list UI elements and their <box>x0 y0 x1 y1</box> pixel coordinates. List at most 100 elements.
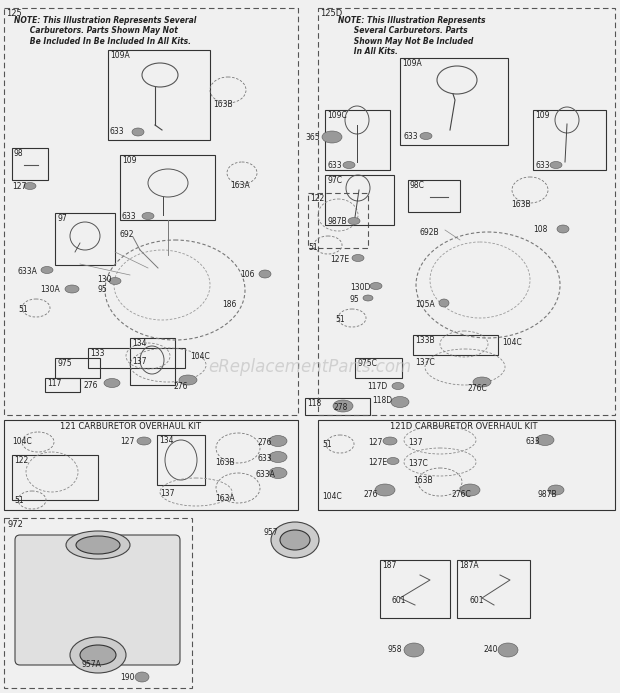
Bar <box>4 8 298 415</box>
Ellipse shape <box>41 267 53 274</box>
Text: 958: 958 <box>388 645 402 654</box>
Text: 163A: 163A <box>215 494 235 503</box>
Text: 278: 278 <box>333 403 347 412</box>
Ellipse shape <box>352 254 364 261</box>
Ellipse shape <box>343 161 355 168</box>
Text: 240: 240 <box>483 645 497 654</box>
Ellipse shape <box>383 437 397 445</box>
Text: 163B: 163B <box>511 200 531 209</box>
Text: 163B: 163B <box>413 476 433 485</box>
Text: 127: 127 <box>12 182 27 191</box>
Text: 972: 972 <box>7 520 23 529</box>
Text: 104C: 104C <box>322 492 342 501</box>
Text: 633: 633 <box>535 161 549 170</box>
Ellipse shape <box>109 277 121 285</box>
Ellipse shape <box>387 457 399 464</box>
Ellipse shape <box>550 161 562 168</box>
Ellipse shape <box>259 270 271 278</box>
Text: 134: 134 <box>159 436 174 445</box>
Bar <box>4 518 192 688</box>
Ellipse shape <box>269 468 287 478</box>
Text: 108: 108 <box>533 225 547 234</box>
Bar <box>457 560 530 618</box>
Bar <box>355 358 402 378</box>
Text: 957: 957 <box>263 528 278 537</box>
Text: 121 CARBURETOR OVERHAUL KIT: 121 CARBURETOR OVERHAUL KIT <box>60 422 201 431</box>
Text: 121D CARBURETOR OVERHAUL KIT: 121D CARBURETOR OVERHAUL KIT <box>390 422 538 431</box>
Text: 601: 601 <box>392 596 407 605</box>
Text: 987B: 987B <box>327 217 347 226</box>
Text: 122: 122 <box>310 194 324 203</box>
Ellipse shape <box>333 400 353 412</box>
Text: 692B: 692B <box>420 228 440 237</box>
Text: 975C: 975C <box>357 359 377 368</box>
Text: 122: 122 <box>14 456 29 465</box>
Text: 109: 109 <box>535 111 549 120</box>
Bar <box>325 110 390 170</box>
Text: 187: 187 <box>382 561 396 570</box>
Text: 104C: 104C <box>190 352 210 361</box>
Ellipse shape <box>269 452 287 462</box>
Ellipse shape <box>132 128 144 136</box>
Text: 127: 127 <box>120 437 135 446</box>
Text: 163A: 163A <box>230 181 250 190</box>
Ellipse shape <box>404 643 424 657</box>
Text: 97C: 97C <box>327 176 342 185</box>
Ellipse shape <box>557 225 569 233</box>
Bar <box>408 180 460 212</box>
Bar <box>305 398 370 415</box>
Ellipse shape <box>420 132 432 139</box>
Ellipse shape <box>66 531 130 559</box>
Ellipse shape <box>76 536 120 554</box>
Ellipse shape <box>473 377 491 387</box>
Text: 987B: 987B <box>537 490 557 499</box>
Bar <box>533 110 606 170</box>
Text: 190: 190 <box>120 673 135 682</box>
Ellipse shape <box>460 484 480 496</box>
Bar <box>88 348 185 368</box>
FancyBboxPatch shape <box>15 535 180 665</box>
Text: 276: 276 <box>364 490 378 499</box>
Text: 163B: 163B <box>213 100 232 109</box>
Ellipse shape <box>80 645 116 665</box>
Text: 633: 633 <box>122 212 136 221</box>
Text: eReplacementParts.com: eReplacementParts.com <box>208 358 412 376</box>
Text: 633A: 633A <box>18 267 38 276</box>
Text: 163B: 163B <box>215 458 234 467</box>
Text: 633: 633 <box>258 454 273 463</box>
Text: 137: 137 <box>160 489 174 498</box>
Text: 125: 125 <box>6 9 22 18</box>
Text: NOTE: This Illustration Represents Several
      Carburetors. Parts Shown May No: NOTE: This Illustration Represents Sever… <box>14 16 197 46</box>
Ellipse shape <box>370 283 382 290</box>
Bar <box>45 378 80 392</box>
Text: 109A: 109A <box>110 51 130 60</box>
Text: 118: 118 <box>307 399 321 408</box>
Bar <box>12 148 48 180</box>
Text: 633: 633 <box>403 132 418 141</box>
Text: 187A: 187A <box>459 561 479 570</box>
Text: 127E: 127E <box>368 458 387 467</box>
Text: 633: 633 <box>110 127 125 136</box>
Ellipse shape <box>548 485 564 495</box>
Ellipse shape <box>280 530 310 550</box>
Text: 137C: 137C <box>415 358 435 367</box>
Bar <box>413 335 498 355</box>
Ellipse shape <box>104 378 120 387</box>
Ellipse shape <box>70 637 126 673</box>
Text: NOTE: This Illustration Represents
      Several Carburetors. Parts
      Shown : NOTE: This Illustration Represents Sever… <box>338 16 485 56</box>
Text: 117: 117 <box>47 379 61 388</box>
Text: 125D: 125D <box>320 9 342 18</box>
Text: 692: 692 <box>120 230 135 239</box>
Ellipse shape <box>439 299 449 307</box>
Text: 633: 633 <box>525 437 539 446</box>
Text: 276: 276 <box>174 382 188 391</box>
Text: 130A: 130A <box>40 285 60 294</box>
Text: 95: 95 <box>350 295 360 304</box>
Text: 276C: 276C <box>468 384 488 393</box>
Bar <box>157 435 205 485</box>
Ellipse shape <box>137 437 151 445</box>
Text: 633A: 633A <box>255 470 275 479</box>
Text: 104C: 104C <box>12 437 32 446</box>
Bar <box>308 193 368 248</box>
Text: 601: 601 <box>469 596 484 605</box>
